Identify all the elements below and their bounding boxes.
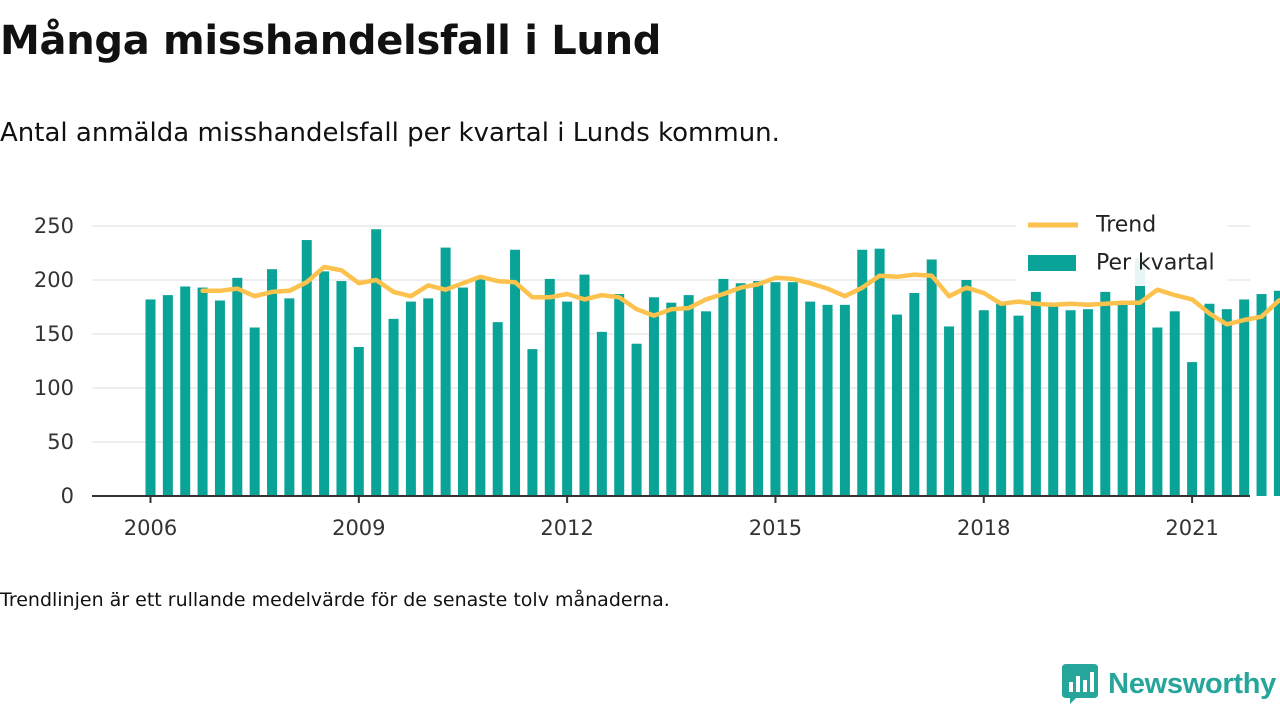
bar	[371, 229, 382, 497]
bar	[683, 295, 694, 496]
bar	[701, 311, 712, 496]
bar	[1204, 303, 1215, 496]
brand-name: Newsworthy	[1108, 667, 1276, 700]
chart-subtitle: Antal anmälda misshandelsfall per kvarta…	[0, 118, 780, 148]
bar	[909, 292, 920, 496]
bar	[996, 303, 1007, 496]
bar	[197, 287, 208, 496]
bar	[423, 298, 434, 496]
bar	[492, 322, 503, 496]
bar-chart: 0 50 100 150 200 250 2006 2009 2012 2015 2018 2021…	[34, 210, 1280, 540]
legend-bar-swatch	[1028, 255, 1076, 271]
bar	[145, 299, 156, 496]
y-tick-label: 250	[34, 214, 74, 238]
bar	[1256, 294, 1267, 496]
bar	[926, 259, 937, 496]
x-axis-ticks: 2006200920122015201820212024	[124, 496, 1219, 540]
legend: Trend Per kvartal	[1016, 210, 1228, 286]
x-tick-label: 2021	[1165, 516, 1218, 540]
x-tick-label: 2015	[749, 516, 802, 540]
bar	[1013, 315, 1024, 496]
bar	[319, 271, 330, 496]
legend-bar-label: Per kvartal	[1096, 251, 1215, 276]
bar	[336, 281, 347, 496]
bar	[666, 302, 677, 496]
bar	[457, 287, 468, 496]
bar	[180, 286, 191, 496]
bar	[1048, 304, 1059, 496]
bar	[805, 301, 816, 496]
bar	[614, 294, 625, 496]
bar-series	[145, 229, 1280, 497]
bar	[1187, 362, 1198, 496]
bar	[874, 248, 885, 496]
bar	[1239, 299, 1250, 496]
bar	[353, 346, 364, 496]
x-tick-label: 2018	[957, 516, 1010, 540]
x-tick-label: 2012	[540, 516, 593, 540]
bar	[735, 283, 746, 496]
chart-title: Många misshandelsfall i Lund	[0, 18, 662, 64]
bar	[475, 277, 486, 496]
bar	[1273, 290, 1280, 496]
y-tick-label: 150	[34, 322, 74, 346]
bar	[596, 331, 607, 496]
bar	[857, 249, 868, 496]
trend-line	[200, 264, 1280, 327]
footnote: Trendlinjen är ett rullande medelvärde f…	[0, 589, 670, 611]
bar	[1082, 309, 1093, 496]
y-axis-ticks: 0 50 100 150 200 250	[34, 214, 74, 508]
brand-logo: Newsworthy	[1062, 664, 1276, 704]
bar	[579, 274, 590, 496]
bar	[1152, 327, 1163, 496]
bar	[1169, 311, 1180, 496]
bar	[1221, 309, 1232, 496]
bar	[944, 326, 955, 496]
y-tick-label: 100	[34, 376, 74, 400]
bar	[249, 327, 260, 496]
bar	[648, 297, 659, 496]
bar	[1135, 258, 1146, 496]
bar-chart-badge-icon	[1062, 664, 1099, 704]
bar	[388, 318, 399, 496]
bar	[1065, 310, 1076, 496]
bar	[1100, 291, 1111, 496]
bar	[1117, 303, 1128, 496]
bar	[162, 295, 173, 496]
bar	[440, 247, 451, 496]
y-tick-label: 0	[61, 484, 74, 508]
trend-series	[200, 264, 1280, 327]
y-tick-label: 50	[47, 430, 74, 454]
bar	[301, 240, 312, 496]
y-tick-label: 200	[34, 268, 74, 292]
bar	[267, 269, 278, 496]
bar	[405, 301, 416, 496]
bar	[753, 281, 764, 496]
bar	[214, 300, 225, 496]
bar	[562, 301, 573, 496]
bar	[839, 304, 850, 496]
bar	[787, 282, 798, 496]
x-tick-label: 2009	[332, 516, 385, 540]
bar	[527, 349, 538, 496]
bar	[961, 280, 972, 496]
bar	[1030, 291, 1041, 496]
bar	[978, 310, 989, 496]
bar	[631, 343, 642, 496]
bar	[284, 298, 295, 496]
bar	[822, 304, 833, 496]
bar	[718, 278, 729, 496]
legend-trend-label: Trend	[1095, 213, 1156, 238]
bar	[232, 277, 243, 496]
x-tick-label: 2006	[124, 516, 177, 540]
bar	[544, 278, 555, 496]
bar	[770, 282, 781, 496]
bar	[510, 249, 521, 496]
bar	[891, 314, 902, 496]
